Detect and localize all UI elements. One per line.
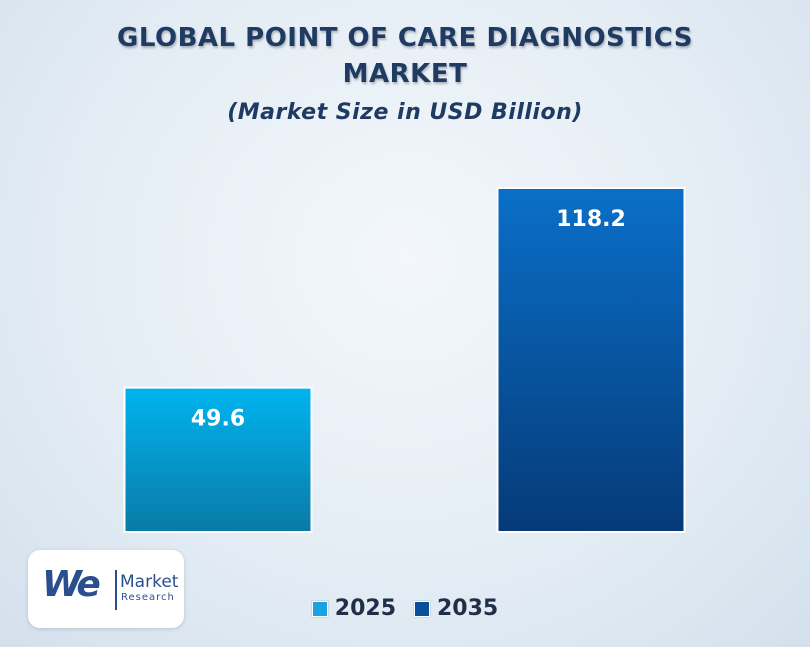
chart-subtitle: (Market Size in USD Billion) (227, 100, 583, 125)
legend-label-2025: 2025 (334, 596, 396, 621)
logo-divider (115, 570, 117, 610)
legend-item-2035: 2035 (414, 596, 498, 621)
chart-title-line2: MARKET (342, 59, 468, 89)
bar-value-label-2035: 118.2 (556, 207, 626, 232)
legend-item-2025: 2025 (311, 596, 396, 621)
bar-2025 (123, 386, 313, 533)
legend-swatch-2035 (414, 600, 430, 617)
legend-swatch-2025 (311, 600, 328, 617)
company-logo: We Market Research (28, 550, 184, 628)
chart-title: GLOBAL POINT OF CARE DIAGNOSTICS MARKET (0, 20, 810, 92)
chart-title-line1: GLOBAL POINT OF CARE DIAGNOSTICS (117, 23, 693, 53)
chart-legend: 2025 2035 (0, 596, 810, 621)
logo-subtitle: Research (121, 592, 175, 603)
logo-mark: We (42, 564, 101, 605)
logo-name: Market (120, 572, 179, 592)
bar-2035 (496, 187, 686, 533)
legend-label-2035: 2035 (437, 596, 499, 621)
bar-value-label-2025: 49.6 (191, 407, 245, 432)
